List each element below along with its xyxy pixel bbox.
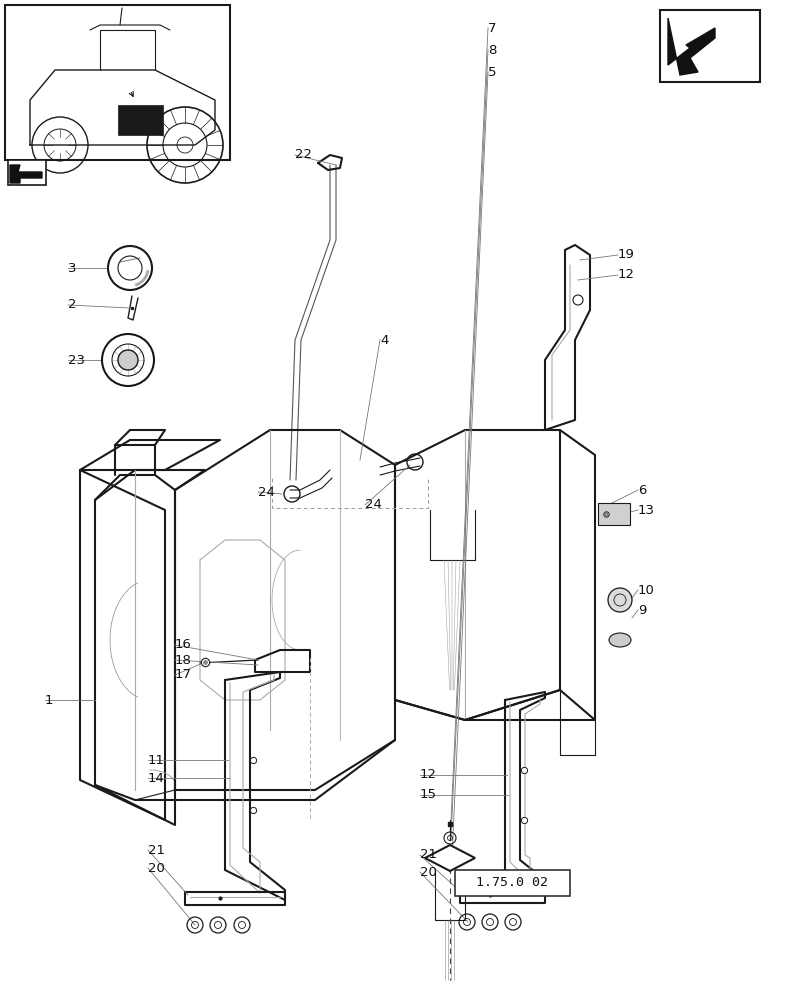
Text: 8: 8 (488, 43, 496, 56)
Text: 7: 7 (488, 21, 496, 34)
Text: 16: 16 (175, 639, 191, 652)
Text: 4: 4 (380, 334, 388, 347)
Text: 6: 6 (638, 484, 646, 496)
Text: 12: 12 (618, 268, 635, 282)
Polygon shape (668, 18, 715, 75)
Bar (5, 5, 230, 160)
Text: 2: 2 (68, 298, 76, 312)
Text: 24: 24 (258, 486, 275, 498)
Text: 19: 19 (618, 248, 635, 261)
Text: 14: 14 (148, 772, 165, 784)
Text: 10: 10 (638, 584, 655, 596)
Polygon shape (425, 845, 475, 871)
Text: 21: 21 (148, 844, 165, 856)
Bar (8, 160, 46, 185)
Text: 20: 20 (148, 861, 165, 874)
Text: 15: 15 (420, 788, 437, 802)
Text: 24: 24 (365, 498, 382, 512)
Text: 1: 1 (45, 694, 54, 706)
Text: 17: 17 (175, 668, 192, 682)
Polygon shape (10, 165, 42, 183)
Ellipse shape (609, 633, 631, 647)
Circle shape (608, 588, 632, 612)
Text: 18: 18 (175, 654, 191, 666)
Text: 23: 23 (68, 354, 85, 366)
Text: 13: 13 (638, 504, 655, 516)
Text: 22: 22 (295, 148, 312, 161)
Bar (598, 503, 630, 525)
Text: 3: 3 (68, 261, 76, 274)
Bar (660, 10, 760, 82)
Circle shape (118, 350, 138, 370)
Text: 21: 21 (420, 848, 437, 861)
Text: 9: 9 (638, 603, 646, 616)
Text: 1.75.0 02: 1.75.0 02 (477, 876, 548, 890)
Text: 12: 12 (420, 768, 437, 782)
Text: 11: 11 (148, 754, 165, 766)
Bar (118, 105, 163, 135)
Bar (455, 870, 570, 896)
Text: 5: 5 (488, 66, 496, 79)
Text: 20: 20 (420, 865, 437, 879)
